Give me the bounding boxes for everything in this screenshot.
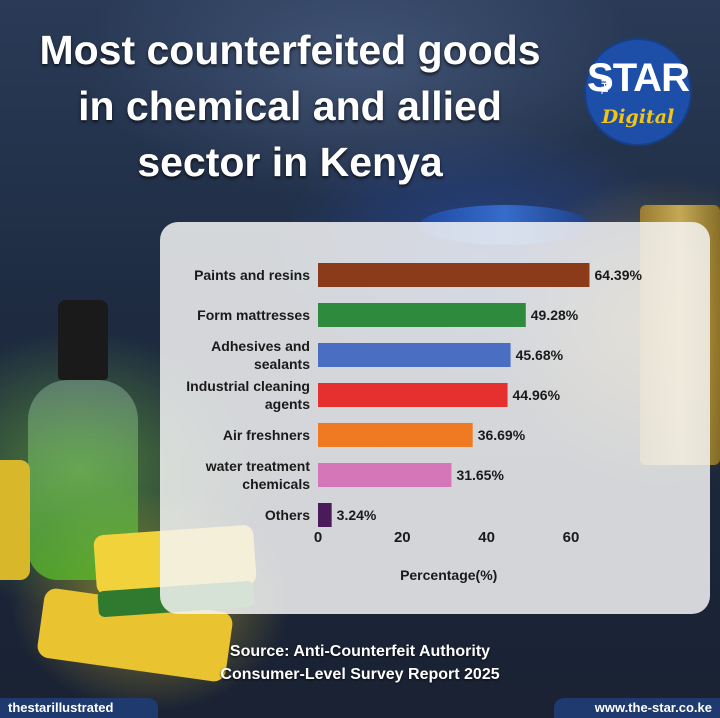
source-line-2: Consumer-Level Survey Report 2025	[220, 666, 500, 683]
category-label-0: Paints and resins	[194, 267, 310, 283]
value-label-0: 64.39%	[594, 267, 642, 283]
x-axis-label: Percentage(%)	[400, 567, 497, 583]
logo-star-text: STAR	[587, 56, 690, 100]
value-label-3: 44.96%	[513, 387, 561, 403]
source-line-1: Source: Anti-Counterfeit Authority	[229, 643, 491, 660]
star-digital-logo: THE STAR Digital	[586, 40, 690, 144]
bar-1	[318, 303, 526, 327]
bar-0	[318, 263, 590, 287]
category-label-1: Form mattresses	[197, 307, 310, 323]
x-tick-label-3: 60	[563, 529, 580, 546]
x-tick-label-1: 20	[394, 529, 411, 546]
chart-panel	[160, 222, 710, 614]
value-label-2: 45.68%	[516, 347, 564, 363]
category-label-4: Air freshners	[223, 427, 310, 443]
category-label-5: water treatment chemicals	[205, 458, 311, 492]
footer-url[interactable]: www.the-star.co.ke	[554, 698, 720, 718]
value-label-1: 49.28%	[531, 307, 579, 323]
bar-4	[318, 423, 473, 447]
category-label-3: Industrial cleaning agents	[186, 378, 310, 412]
bar-5	[318, 463, 452, 487]
bar-3	[318, 383, 508, 407]
spray-bottle-trigger	[58, 300, 108, 380]
logo-digital-text: Digital	[601, 106, 675, 128]
page-title: Most counterfeited goods in chemical and…	[39, 27, 541, 185]
value-label-6: 3.24%	[337, 507, 377, 523]
sponge	[0, 460, 30, 580]
value-label-5: 31.65%	[456, 467, 504, 483]
source-note: Source: Anti-Counterfeit Authority Consu…	[160, 640, 560, 686]
footer-handle: thestarillustrated	[0, 698, 158, 718]
bar-2	[318, 343, 511, 367]
category-label-6: Others	[265, 507, 310, 523]
category-label-2: Adhesives and sealants	[211, 338, 310, 372]
x-tick-label-2: 40	[478, 529, 495, 546]
bar-chart: Paints and resins 64.39% Form mattresses 49…	[186, 263, 643, 583]
x-tick-label-0: 0	[314, 529, 322, 546]
value-label-4: 36.69%	[478, 427, 526, 443]
bar-6	[318, 503, 332, 527]
